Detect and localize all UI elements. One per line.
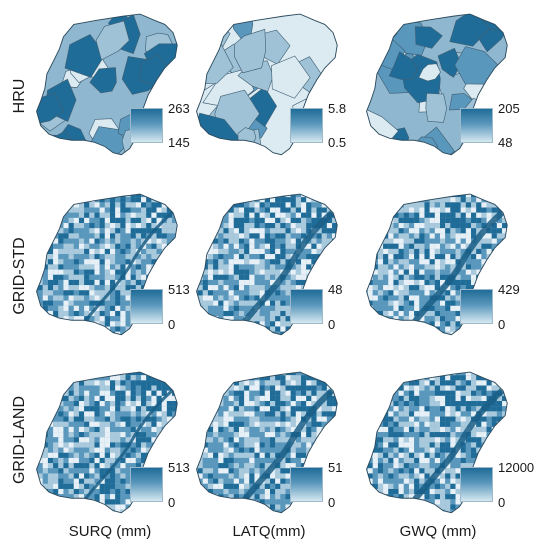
legend-min: 0: [328, 495, 336, 510]
subbasin: [418, 63, 441, 82]
watershed-map: [36, 13, 178, 156]
legend-max: 51: [328, 460, 343, 475]
map-panel: 513 0: [30, 192, 190, 342]
legend-max: 5.8: [328, 101, 347, 116]
map-panel: 429 0: [360, 192, 520, 342]
column-label-surq: SURQ (mm): [68, 523, 152, 540]
map-panel: 513 0: [30, 370, 190, 520]
column-label-gwq: GWQ (mm): [399, 523, 477, 540]
subbasin: [425, 92, 447, 123]
row-label-text: HRU: [11, 78, 28, 114]
row-label-text: GRID-STD: [11, 237, 28, 315]
legend-max: 513: [168, 460, 190, 475]
watershed-map: [196, 13, 338, 156]
subbasin: [388, 51, 419, 80]
color-legend: [290, 108, 323, 143]
legend-min: 48: [498, 135, 513, 150]
legend-max: 263: [168, 101, 190, 116]
map-panel: 48 0: [190, 192, 350, 342]
legend-max: 513: [168, 282, 190, 297]
watershed-map: [366, 193, 508, 336]
legend-min: 0: [168, 317, 176, 332]
legend-max: 205: [498, 101, 520, 116]
legend-max: 48: [328, 282, 343, 297]
subbasin: [414, 26, 443, 49]
legend-max: 429: [498, 282, 520, 297]
subbasin: [437, 47, 462, 78]
subbasin: [64, 34, 106, 78]
subbasin: [234, 28, 267, 74]
map-panel: 51 0: [190, 370, 350, 520]
color-legend: [130, 467, 163, 502]
map-panel: 205 48: [360, 12, 520, 162]
watershed-map: [196, 371, 338, 514]
legend-min: 0.5: [328, 135, 347, 150]
legend-min: 145: [168, 135, 190, 150]
legend-min: 0: [168, 495, 176, 510]
legend-min: 0: [498, 495, 506, 510]
watershed-map: [36, 371, 178, 514]
subbasin: [36, 137, 68, 155]
color-legend: [130, 289, 163, 324]
column-label-latq: LATQ(mm): [232, 523, 306, 540]
color-legend: [460, 467, 493, 502]
subbasin: [271, 55, 311, 99]
row-label-text: GRID-LAND: [11, 395, 28, 485]
subbasin: [89, 67, 117, 94]
map-panel: 5.8 0.5: [190, 12, 350, 162]
map-panel: 12000 0: [360, 370, 534, 520]
color-legend: [460, 108, 493, 143]
color-legend: [130, 108, 163, 143]
watershed-map: [366, 371, 508, 514]
watershed-map: [366, 13, 508, 156]
map-panel: 263 145: [30, 12, 190, 162]
legend-max: 12000: [498, 460, 535, 475]
legend-min: 0: [498, 317, 506, 332]
watershed-map: [196, 193, 338, 336]
legend-min: 0: [328, 317, 336, 332]
color-legend: [290, 289, 323, 324]
watershed-map: [36, 193, 178, 336]
color-legend: [290, 467, 323, 502]
subbasin: [95, 20, 130, 61]
color-legend: [460, 289, 493, 324]
